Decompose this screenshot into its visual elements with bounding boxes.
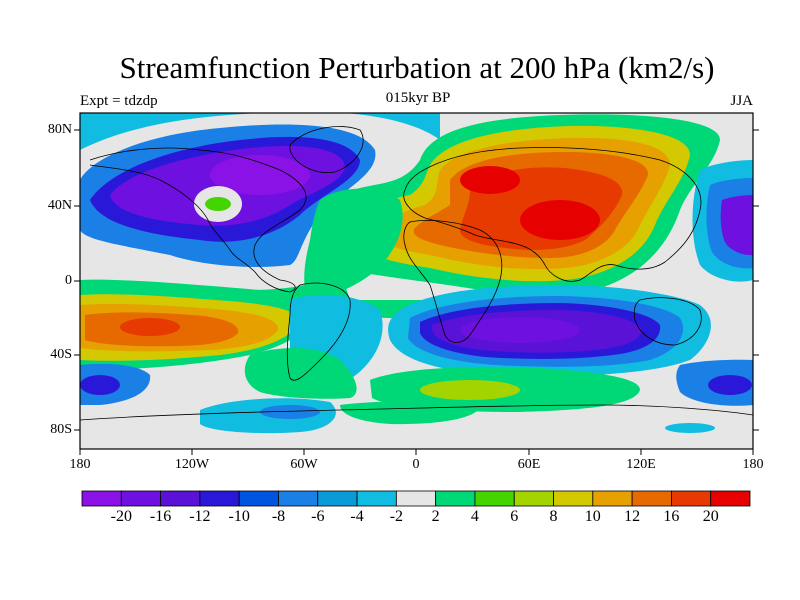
colorbar-swatch	[356, 490, 397, 507]
indian-ocean-low-center	[460, 317, 580, 343]
map-plot-area	[80, 113, 753, 449]
coastlines	[80, 126, 753, 421]
colorbar-swatch	[513, 490, 554, 507]
x-tick-label: 60E	[517, 457, 541, 472]
australia-coast	[633, 297, 702, 346]
colorbar-label: -10	[228, 508, 250, 525]
x-tick-label: 120W	[174, 457, 210, 472]
colorbar-swatch	[317, 490, 358, 507]
eurasia-coast	[403, 147, 702, 282]
scandinavia-high-center	[460, 166, 520, 194]
experiment-label: Expt = tdzdp	[80, 93, 158, 109]
x-tick-label: 0	[412, 457, 420, 472]
south-america-coast	[286, 282, 351, 381]
y-tick-label: 40S	[50, 347, 72, 362]
colorbar-swatch	[631, 490, 672, 507]
southern-ocean-right-core	[708, 375, 752, 395]
colorbar	[81, 490, 751, 507]
colorbar-swatch	[81, 490, 122, 507]
y-axis-ticks	[74, 129, 759, 431]
x-tick-label: 60W	[290, 457, 318, 472]
southern-ocean-left-core	[80, 375, 120, 395]
y-tick-label: 0	[65, 273, 72, 288]
south-atlantic-green	[244, 348, 357, 399]
colorbar-label: 6	[510, 508, 519, 525]
colorbar-swatch	[553, 490, 594, 507]
colorbar-swatch	[278, 490, 319, 507]
colorbar-swatch	[238, 490, 279, 507]
colorbar-label: 8	[549, 508, 558, 525]
season-label: JJA	[730, 93, 753, 109]
colorbar-label: 12	[624, 508, 641, 525]
x-tick-label: 120E	[626, 457, 656, 472]
x-tick-label: 180	[742, 457, 764, 472]
south-indian-yellow	[420, 380, 520, 400]
north-america-coast	[89, 147, 307, 293]
antarctic-small-cyan	[665, 423, 715, 433]
colorbar-swatch	[199, 490, 240, 507]
north-america-low-center	[210, 155, 310, 195]
colorbar-swatch	[592, 490, 633, 507]
colorbar-label: 16	[663, 508, 680, 525]
colorbar-label: 10	[584, 508, 601, 525]
colorbar-label: -16	[149, 508, 172, 525]
antarctic-blue	[260, 405, 320, 419]
colorbar-label: 2	[431, 508, 440, 525]
colorbar-swatch	[435, 490, 476, 507]
south-pacific-high-center	[120, 318, 180, 336]
colorbar-swatch	[395, 490, 437, 507]
colorbar-label: -6	[311, 508, 325, 525]
colorbar-label: -2	[389, 508, 404, 525]
x-axis-ticks	[79, 449, 754, 455]
colorbar-label: 4	[470, 508, 479, 525]
west-pacific-violet	[720, 195, 753, 256]
greenland-coast	[289, 126, 364, 173]
antarctica-coast	[80, 404, 753, 421]
colorbar-swatch	[120, 490, 161, 507]
x-tick-label: 180	[69, 457, 91, 472]
colorbar-swatch	[671, 490, 712, 507]
colorbar-label: -4	[350, 508, 364, 525]
colorbar-swatch	[474, 490, 515, 507]
north-cyan-band	[80, 113, 440, 150]
colorbar-label: 20	[702, 508, 719, 525]
map-title: Streamfunction Perturbation at 200 hPa (…	[119, 50, 715, 85]
y-tick-label: 40N	[47, 198, 72, 213]
antarctic-green	[340, 401, 480, 425]
colorbar-label: -8	[271, 508, 286, 525]
colorbar-label: -20	[110, 508, 132, 525]
eurasia-high-center	[520, 200, 600, 240]
period-label: 015kyr BP	[385, 90, 451, 106]
y-tick-label: 80N	[47, 122, 72, 137]
y-tick-label: 80S	[50, 422, 72, 437]
colorbar-label: -12	[189, 508, 211, 525]
atlantic-green-tongue	[304, 188, 540, 319]
colorbar-swatch	[710, 490, 751, 507]
colorbar-swatch	[160, 490, 201, 507]
africa-coast	[403, 220, 503, 343]
rockies-high-core	[205, 197, 231, 211]
